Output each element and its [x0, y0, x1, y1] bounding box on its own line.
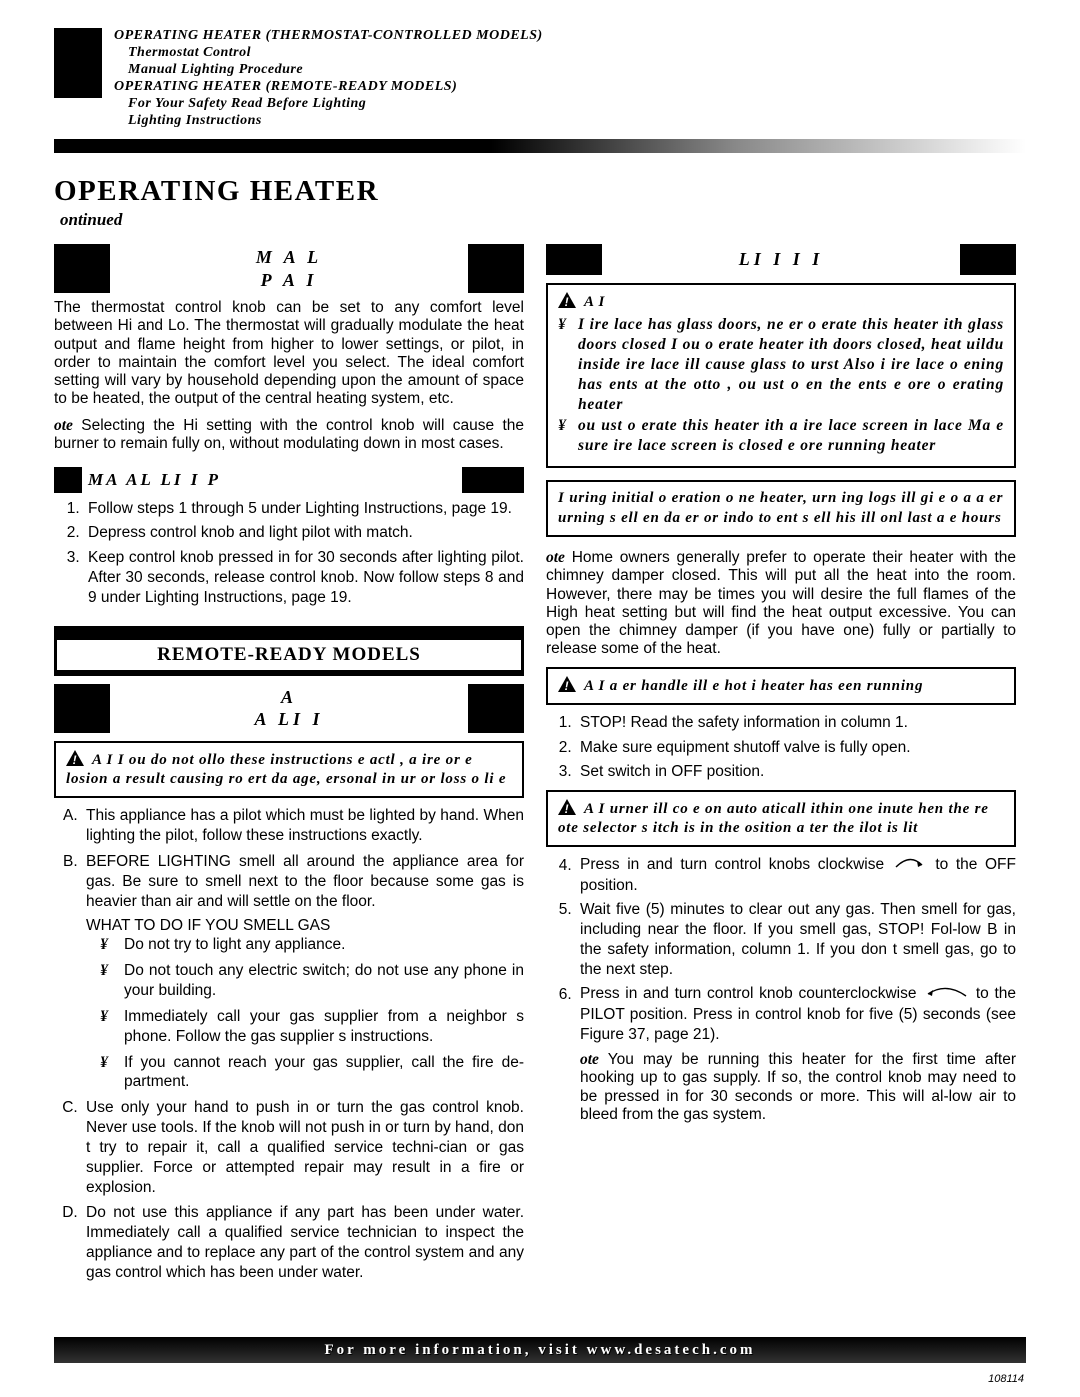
step-text: Press in and turn control knob countercl… [580, 986, 916, 1003]
fireplace-warning-box: ! A I I ire lace has glass doors, ne er … [546, 283, 1016, 469]
lighting-instructions-header: LI I I I [546, 244, 1016, 275]
list-item: STOP! Read the safety information in col… [576, 713, 1016, 733]
toc-line: Manual Lighting Procedure [114, 62, 543, 78]
final-note: ote You may be running this heater for t… [580, 1051, 1016, 1124]
left-column: M A L P A I The thermostat control knob … [54, 238, 524, 1289]
note-prefix: ote [580, 1051, 599, 1068]
burner-warning-box: ! A I urner ill co e on auto aticall ith… [546, 790, 1016, 848]
warning-prefix: A I [584, 294, 605, 310]
damper-note: ote Home owners generally prefer to oper… [546, 549, 1016, 659]
smell-gas-bullets: Do not try to light any appliance. Do no… [86, 935, 524, 1092]
toc-marker [54, 28, 102, 98]
thermostat-header: M A L P A I [54, 244, 524, 293]
important-text: uring initial o eration o ne heater, urn… [558, 490, 1003, 526]
warning-prefix: A I [584, 678, 605, 694]
page-title: OPERATING HEATER [54, 175, 1026, 208]
header-line: M A L [256, 247, 322, 267]
svg-text:!: ! [565, 295, 570, 308]
lighting-steps-1-3: STOP! Read the safety information in col… [546, 713, 1016, 781]
list-item: Immediately call your gas supplier from … [120, 1007, 524, 1047]
header-line: A [281, 687, 297, 707]
list-item: Press in and turn control knob countercl… [576, 984, 1016, 1124]
note-text: Selecting the Hi setting with the contro… [54, 417, 524, 452]
list-item: If you cannot reach your gas supplier, c… [120, 1053, 524, 1093]
warning-prefix: A I [584, 801, 605, 817]
toc-line: OPERATING HEATER (REMOTE-READY MODELS) [114, 79, 543, 95]
important-prefix: I [558, 490, 565, 506]
toc-lines: OPERATING HEATER (THERMOSTAT-CONTROLLED … [114, 28, 543, 129]
warning-text: ou do not ollo these instructions e actl… [66, 752, 506, 787]
thermostat-body: The thermostat control knob can be set t… [54, 299, 524, 409]
handle-warning-box: ! A I a er handle ill e hot i heater has… [546, 667, 1016, 706]
warning-icon: ! [558, 799, 576, 815]
list-item: ou ust o erate this heater ith a ire lac… [578, 416, 1004, 456]
warning-icon: ! [66, 750, 84, 766]
note-text: You may be running this heater for the f… [580, 1051, 1016, 1123]
warning-prefix: A I I [92, 752, 124, 768]
list-item: Follow steps 1 through 5 under Lighting … [84, 499, 524, 519]
warning-icon: ! [558, 676, 576, 692]
safety-warning-box: ! A I I ou do not ollo these instruction… [54, 741, 524, 799]
toc-line: Lighting Instructions [114, 113, 543, 129]
item-lead: BEFORE LIGHTING smell all around the app… [86, 853, 524, 910]
header-line: A LI I [254, 709, 323, 729]
header-line: P A I [261, 270, 318, 290]
note-prefix: ote [54, 417, 73, 434]
list-item: Use only your hand to push in or turn th… [82, 1098, 524, 1197]
list-item: Depress control knob and light pilot wit… [84, 523, 524, 543]
right-column: LI I I I ! A I I ire lace has glass door… [546, 238, 1016, 1289]
list-item: Do not try to light any appliance. [120, 935, 524, 955]
continued-label: ontinued [60, 210, 1026, 230]
counterclockwise-arrow-icon [922, 984, 970, 1004]
svg-text:!: ! [565, 679, 570, 692]
list-item: Wait five (5) minutes to clear out any g… [576, 900, 1016, 981]
list-item: Do not touch any electric switch; do not… [120, 961, 524, 1001]
page-code: 108114 [988, 1373, 1024, 1385]
toc-line: For Your Safety Read Before Lighting [114, 96, 543, 112]
important-note-box: I uring initial o eration o ne heater, u… [546, 480, 1016, 537]
safety-alpha-list: This appliance has a pilot which must be… [54, 806, 524, 1282]
safety-header: A A LI I [54, 684, 524, 733]
warning-text: a er handle ill e hot i heater has een r… [605, 678, 923, 694]
step-text: Press in and turn control knobs clockwis… [580, 857, 884, 874]
list-item: Make sure equipment shutoff valve is ful… [576, 738, 1016, 758]
toc-block: OPERATING HEATER (THERMOSTAT-CONTROLLED … [54, 28, 1026, 129]
clockwise-arrow-icon [892, 855, 928, 875]
lighting-steps-4-6: Press in and turn control knobs clockwis… [546, 855, 1016, 1124]
list-item: Press in and turn control knobs clockwis… [576, 855, 1016, 895]
svg-text:!: ! [565, 802, 570, 815]
toc-line: Thermostat Control [114, 45, 543, 61]
list-item: Set switch in OFF position. [576, 762, 1016, 782]
manual-lighting-header: MA AL LI I P [54, 467, 524, 493]
list-item: I ire lace has glass doors, ne er o erat… [578, 315, 1004, 414]
list-item: This appliance has a pilot which must be… [82, 806, 524, 846]
list-item: BEFORE LIGHTING smell all around the app… [82, 852, 524, 1092]
list-item: Keep control knob pressed in for 30 seco… [84, 548, 524, 608]
smell-gas-subhead: WHAT TO DO IF YOU SMELL GAS [86, 916, 524, 936]
warning-text: urner ill co e on auto aticall ithin one… [558, 801, 989, 836]
warning-icon: ! [558, 292, 576, 308]
list-item: Do not use this appliance if any part ha… [82, 1203, 524, 1282]
manual-steps: Follow steps 1 through 5 under Lighting … [54, 499, 524, 608]
note-text: Home owners generally prefer to operate … [546, 549, 1016, 657]
divider-bar [54, 139, 1026, 153]
note-prefix: ote [546, 549, 565, 566]
footer-bar: For more information, visit www.desatech… [54, 1337, 1026, 1363]
toc-line: OPERATING HEATER (THERMOSTAT-CONTROLLED … [114, 28, 543, 44]
svg-text:!: ! [73, 753, 78, 766]
remote-ready-title: REMOTE-READY MODELS [54, 626, 524, 676]
thermostat-note: ote Selecting the Hi setting with the co… [54, 417, 524, 454]
